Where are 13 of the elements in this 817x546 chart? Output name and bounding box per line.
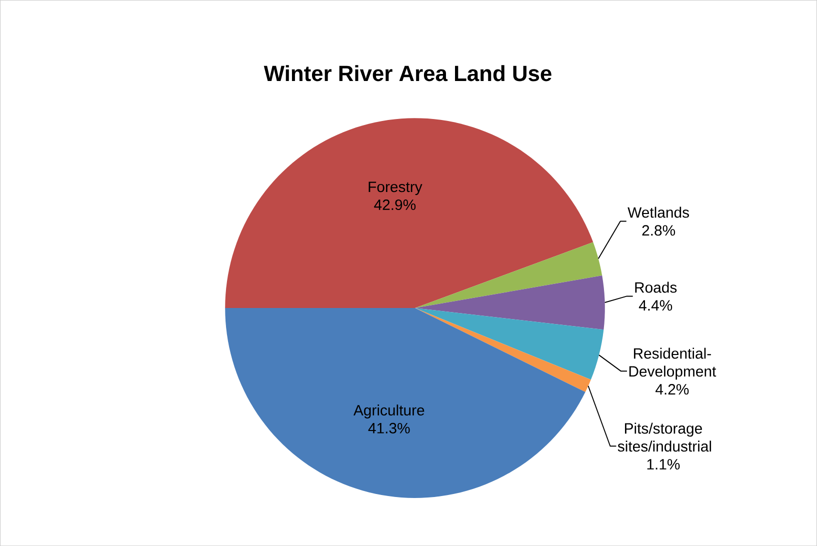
- data-label: 4.2%: [656, 384, 689, 394]
- data-label: 1.1%: [647, 459, 680, 470]
- data-label: 42.9%: [374, 199, 416, 210]
- slice-label: Agriculture: [353, 404, 424, 418]
- data-label: 41.3%: [368, 422, 410, 434]
- slice-label: Pits/storage sites/industrial: [618, 422, 712, 452]
- slice-label: Forestry: [368, 182, 422, 196]
- slice-label: Wetlands: [628, 206, 689, 218]
- slice-label: Roads: [635, 282, 677, 293]
- slice-label: Residential-Development: [629, 348, 716, 380]
- data-label: 2.8%: [642, 225, 676, 236]
- data-label: 4.4%: [638, 300, 672, 311]
- chart-title: Winter River Area Land Use: [264, 65, 552, 82]
